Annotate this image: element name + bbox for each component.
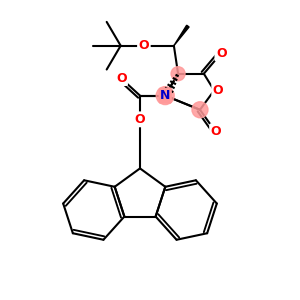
Text: O: O — [116, 72, 127, 85]
Polygon shape — [174, 25, 189, 46]
Text: O: O — [216, 47, 226, 60]
Circle shape — [192, 102, 208, 118]
Text: N: N — [160, 89, 170, 102]
Text: O: O — [213, 84, 224, 97]
Circle shape — [171, 67, 185, 81]
Circle shape — [156, 87, 174, 105]
Text: O: O — [139, 39, 149, 52]
Text: O: O — [116, 72, 127, 85]
Text: O: O — [139, 39, 149, 52]
Text: O: O — [135, 113, 145, 126]
Text: O: O — [135, 113, 145, 126]
Text: N: N — [160, 89, 170, 102]
Text: O: O — [211, 125, 221, 138]
Text: O: O — [211, 125, 221, 138]
Text: O: O — [216, 47, 226, 60]
Text: O: O — [213, 84, 224, 97]
